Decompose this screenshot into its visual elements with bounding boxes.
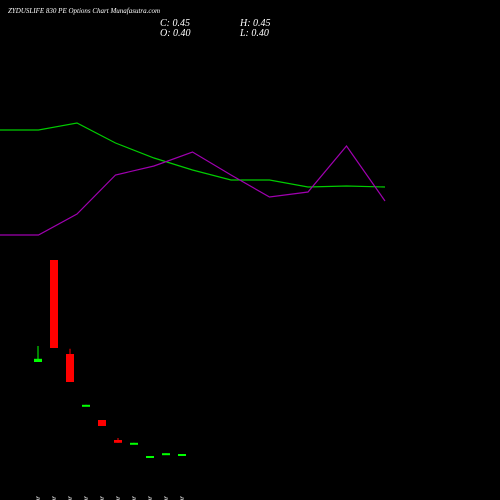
high-label: H: 0.45: [239, 18, 271, 29]
x-tick-label: 23 Apr: [162, 496, 170, 500]
overlay-line: [0, 145, 386, 236]
candle-body: [178, 454, 186, 456]
candle-body: [98, 420, 106, 426]
x-tick-label: 01 Apr: [34, 496, 42, 500]
x-tick-label: 22 Apr: [146, 496, 154, 500]
close-label: C: 0.45: [160, 18, 190, 29]
candle-body: [34, 358, 42, 362]
x-tick-label: 08 Apr: [98, 496, 106, 500]
overlay-line: [0, 122, 386, 188]
candle-body: [114, 440, 122, 443]
x-tick-label: 02 Apr: [50, 496, 58, 500]
x-tick-label: 03 Apr: [66, 496, 74, 500]
candle-body: [50, 260, 58, 348]
chart-title: ZYDUSLIFE 830 PE Options Chart Munafasut…: [8, 7, 160, 15]
candle-body: [130, 442, 138, 445]
open-label: O: 0.40: [160, 28, 191, 39]
candle-body: [82, 404, 90, 407]
low-label: L: 0.40: [239, 28, 269, 39]
candle-body: [162, 453, 170, 456]
candle-body: [66, 354, 74, 382]
x-tick-label: 24 Apr: [178, 496, 186, 500]
x-tick-label: 17 Apr: [130, 496, 138, 500]
candle-body: [146, 456, 154, 458]
x-tick-label: 07 Apr: [82, 496, 90, 500]
x-tick-label: 09 Apr: [114, 496, 122, 500]
